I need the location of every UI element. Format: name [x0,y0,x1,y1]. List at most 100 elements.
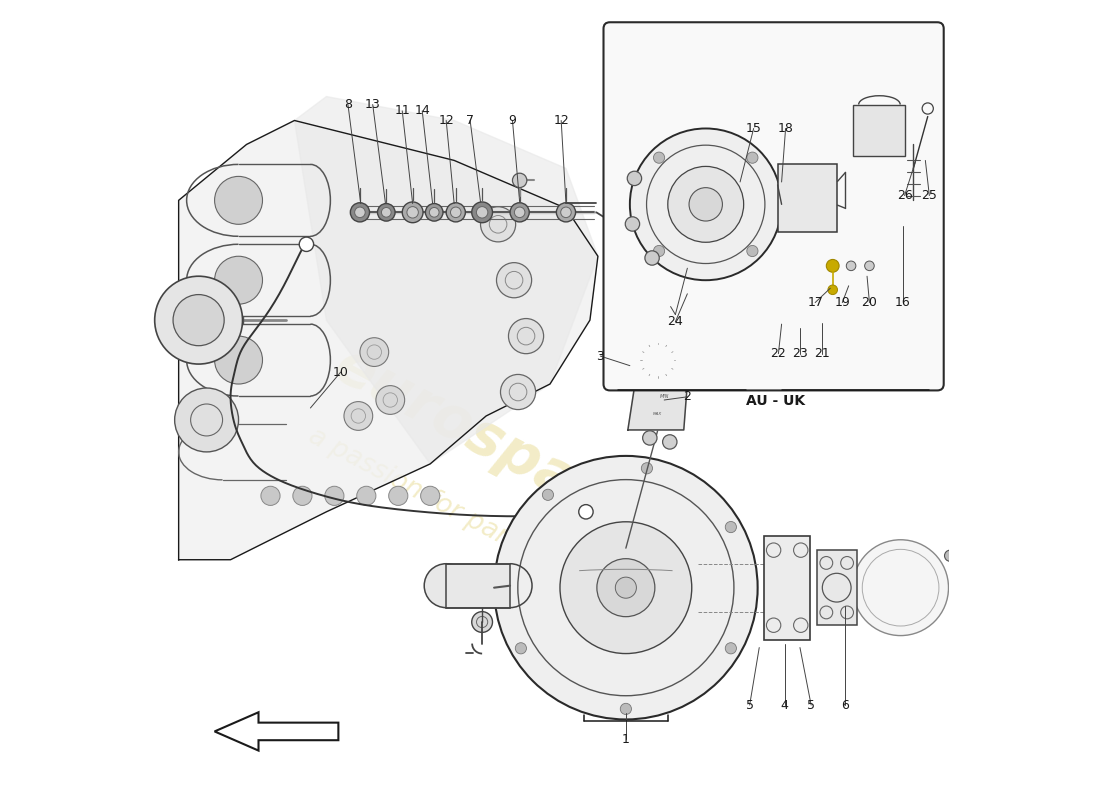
Text: 8: 8 [344,98,352,111]
Circle shape [476,206,487,218]
Text: 20: 20 [861,296,878,309]
Text: 4: 4 [781,698,789,711]
Text: 10: 10 [333,366,349,378]
Circle shape [425,564,469,608]
Text: 7: 7 [466,114,474,127]
Circle shape [653,246,664,257]
Text: 12: 12 [438,114,454,127]
Circle shape [513,173,527,187]
Text: 12: 12 [553,114,569,127]
Circle shape [557,202,575,222]
Circle shape [293,486,312,506]
Circle shape [481,206,516,242]
Circle shape [597,558,654,617]
Bar [764,536,811,639]
Circle shape [689,188,723,221]
Text: 6: 6 [842,698,849,711]
Circle shape [662,434,676,449]
Circle shape [214,256,263,304]
Circle shape [494,456,758,719]
Text: 5: 5 [807,698,815,711]
Circle shape [668,166,744,242]
Text: 5: 5 [746,698,754,711]
Circle shape [852,540,948,635]
Text: 22: 22 [770,347,786,360]
Text: 26: 26 [896,189,913,202]
Circle shape [472,202,493,222]
Circle shape [515,642,527,654]
Circle shape [615,577,637,598]
Circle shape [846,261,856,270]
Text: 25: 25 [922,189,937,202]
Circle shape [620,703,631,714]
Circle shape [747,152,758,163]
Circle shape [640,343,675,378]
Text: 19: 19 [835,296,850,309]
Circle shape [376,386,405,414]
Circle shape [642,430,657,445]
Circle shape [579,505,593,519]
Text: 2: 2 [683,390,691,403]
Circle shape [426,203,443,221]
Circle shape [360,338,388,366]
Circle shape [865,261,874,270]
Text: 1: 1 [621,733,630,746]
Circle shape [382,207,392,217]
Bar [854,105,905,157]
Text: 16: 16 [895,296,911,309]
Circle shape [261,486,280,506]
Circle shape [647,350,669,372]
FancyBboxPatch shape [604,22,944,390]
Circle shape [299,237,314,251]
Text: 24: 24 [668,315,683,328]
Circle shape [356,486,376,506]
Circle shape [625,217,639,231]
Circle shape [645,250,659,265]
Circle shape [561,207,571,218]
Text: 15: 15 [746,122,761,135]
Bar [778,165,837,232]
Text: 17: 17 [807,296,823,309]
Circle shape [403,202,424,222]
Circle shape [945,550,956,562]
Circle shape [641,462,652,474]
Circle shape [725,522,736,533]
Circle shape [447,202,465,222]
Circle shape [350,202,370,222]
Circle shape [451,207,461,218]
Polygon shape [178,121,598,560]
Circle shape [429,207,439,217]
FancyArrow shape [214,712,339,750]
Circle shape [377,203,395,221]
Text: 23: 23 [792,347,807,360]
Circle shape [542,490,553,500]
Circle shape [826,259,839,272]
Circle shape [214,336,263,384]
Circle shape [214,176,263,224]
Circle shape [510,202,529,222]
Circle shape [725,642,736,654]
Text: MIN: MIN [660,394,669,398]
Text: 21: 21 [814,347,829,360]
Text: MAX: MAX [653,411,662,415]
Circle shape [420,486,440,506]
Bar [816,550,857,626]
Text: 14: 14 [415,105,430,118]
Circle shape [155,276,242,364]
Text: 13: 13 [365,98,381,111]
Circle shape [627,171,641,186]
Text: AU - UK: AU - UK [746,394,805,408]
Circle shape [508,318,543,354]
Text: 11: 11 [395,105,410,118]
Text: eurospare: eurospare [326,336,647,543]
Circle shape [515,207,525,218]
Text: 18: 18 [778,122,793,135]
Circle shape [407,206,418,218]
Circle shape [388,486,408,506]
Circle shape [560,522,692,654]
Bar [447,564,510,608]
Circle shape [472,612,493,632]
Circle shape [173,294,224,346]
Text: a passion for parts since 1983: a passion for parts since 1983 [304,422,668,633]
Text: 3: 3 [596,350,604,362]
